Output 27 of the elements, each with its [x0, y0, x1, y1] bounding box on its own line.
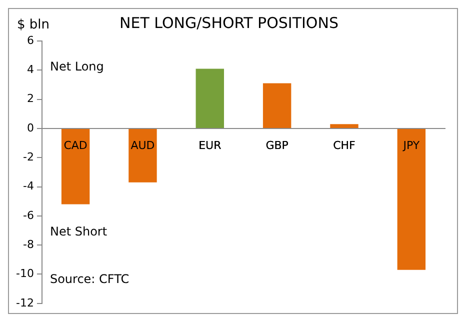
x-tick-label: JPY [402, 138, 420, 152]
bar [397, 128, 426, 270]
x-tick-label: CAD [64, 138, 88, 152]
y-tick-label: 4 [26, 63, 34, 76]
y-tick-label: 6 [26, 34, 34, 47]
annotation: Source: CFTC [50, 272, 130, 286]
y-tick-label: 2 [26, 92, 34, 106]
y-axis-title: $ bln [17, 17, 50, 32]
y-tick-label: 0 [26, 121, 34, 134]
y-tick-label: -2 [23, 150, 34, 164]
bar [61, 128, 90, 204]
chart-title: NET LONG/SHORT POSITIONS [120, 14, 338, 32]
y-tick-label: -6 [23, 208, 34, 222]
annotation: Net Long [50, 59, 104, 74]
y-tick-label: -4 [23, 180, 34, 193]
y-tick-label: -10 [16, 267, 34, 280]
bar [262, 83, 292, 128]
x-tick-label: AUD [130, 138, 155, 152]
bar [196, 68, 224, 128]
x-tick-label: GBP [266, 138, 289, 152]
x-tick-label: EUR [198, 138, 222, 152]
y-tick-label: -12 [16, 296, 34, 310]
bar [128, 128, 157, 182]
bar [330, 124, 358, 128]
y-tick-label: -8 [23, 238, 34, 251]
annotation: Net Short [50, 224, 108, 239]
x-tick-label: CHF [333, 138, 356, 152]
